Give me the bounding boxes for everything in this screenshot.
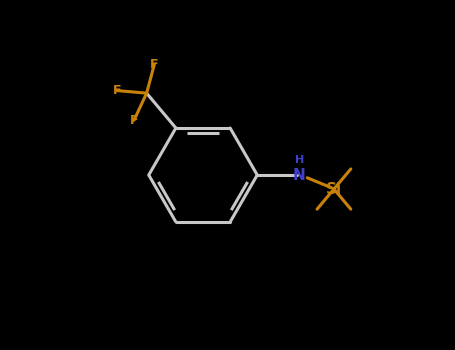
Text: F: F [130,114,138,127]
Text: N: N [293,168,306,182]
Text: F: F [150,58,159,71]
Text: Si: Si [326,182,342,197]
Text: F: F [113,84,121,97]
Text: H: H [295,155,304,165]
